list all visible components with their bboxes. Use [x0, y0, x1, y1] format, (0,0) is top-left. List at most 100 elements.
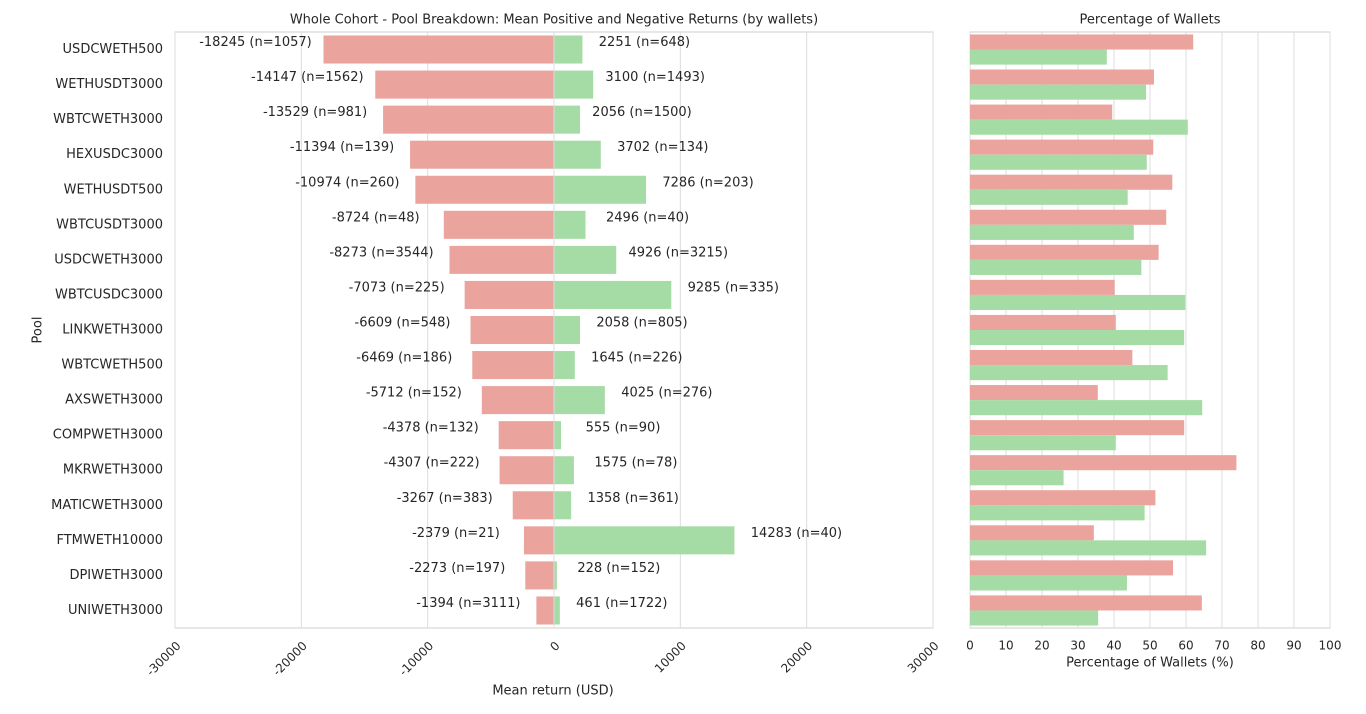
- bar: [970, 259, 1142, 275]
- data-label: -2379 (n=21): [412, 526, 500, 541]
- bar: [449, 245, 554, 274]
- x-tick-label: 10: [998, 639, 1013, 653]
- y-tick-label: MATICWETH3000: [51, 498, 163, 513]
- y-tick-label: WBTCWETH3000: [53, 112, 163, 127]
- bar: [970, 49, 1107, 65]
- data-label: -13529 (n=981): [263, 105, 367, 120]
- bar: [554, 596, 560, 625]
- y-tick-label: WBTCWETH500: [61, 358, 163, 373]
- data-label: -14147 (n=1562): [251, 70, 364, 85]
- x-tick-label: 40: [1106, 639, 1121, 653]
- bar: [970, 189, 1128, 205]
- y-tick-label: COMPWETH3000: [53, 428, 163, 443]
- y-tick-label: WBTCUSDC3000: [55, 287, 163, 302]
- y-tick-label: MKRWETH3000: [63, 463, 163, 478]
- x-tick-label: 30000: [905, 639, 942, 676]
- bar: [415, 175, 554, 204]
- y-tick-label: WETHUSDT3000: [55, 77, 163, 92]
- y-tick-label: WETHUSDT500: [64, 182, 163, 197]
- x-tick-label: 70: [1214, 639, 1229, 653]
- bar: [970, 139, 1154, 155]
- bar: [554, 105, 580, 134]
- bar: [512, 491, 554, 520]
- data-label: -8273 (n=3544): [329, 245, 433, 260]
- bar: [970, 224, 1134, 240]
- bar: [375, 70, 554, 99]
- x-tick-label: 10000: [652, 639, 689, 676]
- x-tick-label: 30: [1070, 639, 1085, 653]
- data-label: 461 (n=1722): [576, 596, 667, 611]
- y-tick-label: UNIWETH3000: [68, 603, 163, 618]
- bar: [554, 351, 575, 380]
- bar: [554, 70, 594, 99]
- bar: [970, 435, 1116, 451]
- bar: [443, 210, 554, 239]
- bar: [472, 351, 554, 380]
- bar: [970, 385, 1098, 401]
- data-label: -7073 (n=225): [349, 280, 445, 295]
- x-tick-label: 60: [1178, 639, 1193, 653]
- bar: [554, 456, 574, 485]
- y-tick-label: FTMWETH10000: [56, 533, 163, 548]
- bar: [970, 505, 1145, 521]
- bar: [970, 69, 1154, 85]
- x-tick-label: 90: [1286, 639, 1301, 653]
- data-label: -5712 (n=152): [366, 386, 462, 401]
- data-label: -1394 (n=3111): [416, 596, 520, 611]
- bar: [470, 315, 554, 345]
- data-label: -18245 (n=1057): [199, 35, 312, 50]
- bar: [464, 280, 554, 309]
- x-tick-label: 100: [1319, 639, 1342, 653]
- y-tick-label: USDCWETH3000: [54, 252, 163, 267]
- x-tick-label: 50: [1142, 639, 1157, 653]
- bar: [554, 210, 586, 239]
- data-label: 1645 (n=226): [591, 351, 682, 366]
- chart-title: Whole Cohort - Pool Breakdown: Mean Posi…: [290, 13, 818, 28]
- y-axis-label: Pool: [31, 317, 46, 344]
- data-label: -10974 (n=260): [295, 175, 399, 190]
- bar: [410, 140, 554, 169]
- x-tick-label: 20: [1034, 639, 1049, 653]
- y-tick-label: HEXUSDC3000: [66, 147, 163, 162]
- data-label: 228 (n=152): [577, 561, 660, 576]
- x-tick-label: -20000: [270, 639, 310, 679]
- data-label: 2056 (n=1500): [592, 105, 692, 120]
- bar: [523, 526, 554, 555]
- bar: [554, 386, 605, 415]
- data-label: -3267 (n=383): [397, 491, 493, 506]
- data-label: -6609 (n=548): [355, 316, 451, 331]
- bar: [970, 470, 1064, 486]
- y-tick-label: DPIWETH3000: [69, 568, 163, 583]
- bar: [970, 34, 1194, 50]
- bar: [554, 561, 557, 590]
- bar: [554, 315, 580, 345]
- data-label: 7286 (n=203): [662, 175, 753, 190]
- bar: [554, 245, 617, 274]
- bar: [970, 540, 1207, 556]
- data-label: -2273 (n=197): [409, 561, 505, 576]
- bar: [323, 35, 554, 64]
- bar: [970, 104, 1113, 120]
- data-label: 9285 (n=335): [688, 280, 779, 295]
- data-label: 4025 (n=276): [621, 386, 712, 401]
- bar: [970, 575, 1127, 591]
- y-tick-label: LINKWETH3000: [62, 323, 163, 338]
- bar: [970, 595, 1202, 611]
- data-label: -8724 (n=48): [332, 210, 420, 225]
- bar: [554, 526, 735, 555]
- bar: [525, 561, 554, 590]
- x-tick-label: 20000: [778, 639, 815, 676]
- bar: [970, 154, 1147, 170]
- data-label: -6469 (n=186): [356, 351, 452, 366]
- bar: [554, 491, 572, 520]
- bar: [970, 420, 1185, 436]
- x-tick-label: 0: [966, 639, 974, 653]
- bar: [970, 279, 1115, 295]
- bar: [970, 455, 1237, 471]
- x-tick-label: 80: [1250, 639, 1265, 653]
- chart-title: Percentage of Wallets: [1079, 13, 1220, 28]
- bar: [970, 330, 1185, 346]
- bar: [970, 314, 1116, 330]
- x-axis-label: Mean return (USD): [492, 684, 613, 699]
